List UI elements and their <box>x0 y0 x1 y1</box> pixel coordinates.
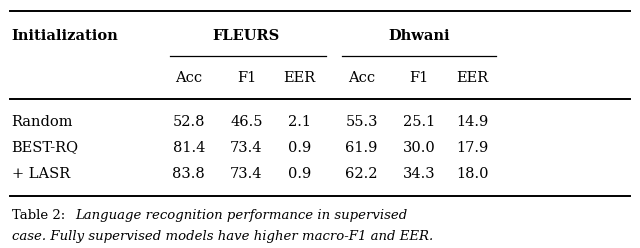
Text: 2.1: 2.1 <box>288 115 311 128</box>
Text: Language recognition performance in supervised: Language recognition performance in supe… <box>76 209 408 222</box>
Text: 61.9: 61.9 <box>346 141 378 155</box>
Text: 52.8: 52.8 <box>173 115 205 128</box>
Text: 46.5: 46.5 <box>230 115 262 128</box>
Text: 81.4: 81.4 <box>173 141 205 155</box>
Text: Acc: Acc <box>175 71 202 85</box>
Text: EER: EER <box>284 71 316 85</box>
Text: F1: F1 <box>410 71 429 85</box>
Text: 0.9: 0.9 <box>288 167 311 181</box>
Text: case. Fully supervised models have higher macro-F1 and EER.: case. Fully supervised models have highe… <box>12 230 433 243</box>
Text: EER: EER <box>456 71 488 85</box>
Text: Random: Random <box>12 115 73 128</box>
Text: 73.4: 73.4 <box>230 141 262 155</box>
Text: 34.3: 34.3 <box>403 167 435 181</box>
Text: F1: F1 <box>237 71 256 85</box>
Text: Acc: Acc <box>348 71 375 85</box>
Text: 18.0: 18.0 <box>456 167 488 181</box>
Text: 25.1: 25.1 <box>403 115 435 128</box>
Text: 83.8: 83.8 <box>172 167 205 181</box>
Text: 62.2: 62.2 <box>346 167 378 181</box>
Text: 0.9: 0.9 <box>288 141 311 155</box>
Text: Initialization: Initialization <box>12 29 118 43</box>
Text: BEST-RQ: BEST-RQ <box>12 141 79 155</box>
Text: 55.3: 55.3 <box>346 115 378 128</box>
Text: Table 2:: Table 2: <box>12 209 65 222</box>
Text: + LASR: + LASR <box>12 167 70 181</box>
Text: 73.4: 73.4 <box>230 167 262 181</box>
Text: 17.9: 17.9 <box>456 141 488 155</box>
Text: Dhwani: Dhwani <box>388 29 450 43</box>
Text: FLEURS: FLEURS <box>212 29 280 43</box>
Text: 14.9: 14.9 <box>456 115 488 128</box>
Text: 30.0: 30.0 <box>403 141 436 155</box>
